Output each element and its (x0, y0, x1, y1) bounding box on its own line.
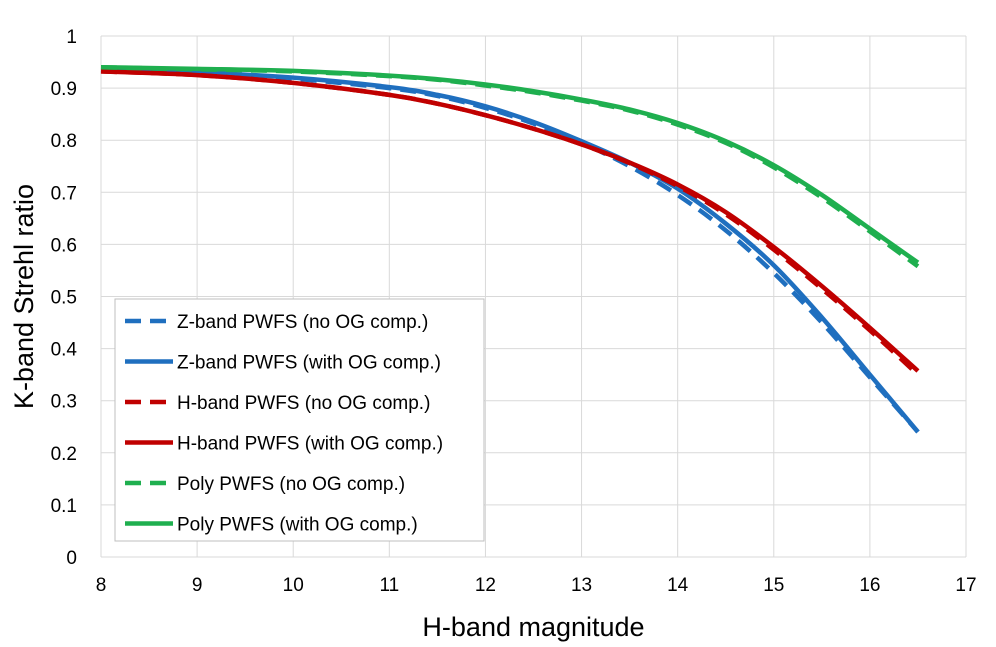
x-tick-label: 13 (571, 575, 592, 596)
y-tick-label: 0.3 (51, 392, 77, 413)
y-tick-label: 0.7 (51, 183, 77, 204)
series-line-2 (100, 67, 920, 434)
y-tick-label: 0.2 (51, 444, 77, 465)
x-tick-label: 17 (955, 575, 976, 596)
legend-label-5: Poly PWFS (no OG comp.) (177, 474, 405, 495)
y-tick-label: 0.5 (51, 288, 77, 309)
y-tick-label: 1 (66, 27, 77, 48)
series-line-5 (100, 65, 920, 269)
x-tick-label: 15 (763, 575, 784, 596)
y-axis-title: K-band Strehl ratio (9, 184, 39, 409)
legend: Z-band PWFS (no OG comp.) Z-band PWFS (wi… (114, 298, 485, 542)
tick-labels: 8 9 10 11 12 13 14 15 16 17 0 0.1 0.2 0.3 0.4 0.5 0.6 0.7… (51, 27, 977, 596)
series-lines (100, 65, 920, 434)
legend-label-3: H-band PWFS (no OG comp.) (177, 393, 430, 414)
x-tick-label: 11 (379, 575, 399, 596)
legend-box (114, 298, 485, 542)
legend-label-1: Z-band PWFS (no OG comp.) (177, 312, 428, 333)
x-tick-label: 10 (283, 575, 304, 596)
x-axis-title: H-band magnitude (422, 612, 644, 642)
y-tick-label: 0.8 (51, 131, 77, 152)
legend-label-6: Poly PWFS (with OG comp.) (177, 515, 418, 536)
y-tick-label: 0.9 (51, 79, 77, 100)
y-tick-label: 0.1 (51, 496, 77, 517)
series-line-6 (100, 65, 920, 265)
x-tick-label: 12 (475, 575, 496, 596)
y-tick-label: 0.4 (51, 340, 78, 361)
x-tick-label: 8 (96, 575, 107, 596)
x-tick-label: 16 (859, 575, 880, 596)
legend-label-4: H-band PWFS (with OG comp.) (177, 434, 443, 455)
series-line-4 (100, 69, 920, 373)
x-tick-label: 9 (192, 575, 203, 596)
y-tick-label: 0.6 (51, 235, 77, 256)
y-tick-label: 0 (66, 548, 77, 569)
legend-label-2: Z-band PWFS (with OG comp.) (177, 353, 441, 374)
x-tick-label: 14 (667, 575, 689, 596)
